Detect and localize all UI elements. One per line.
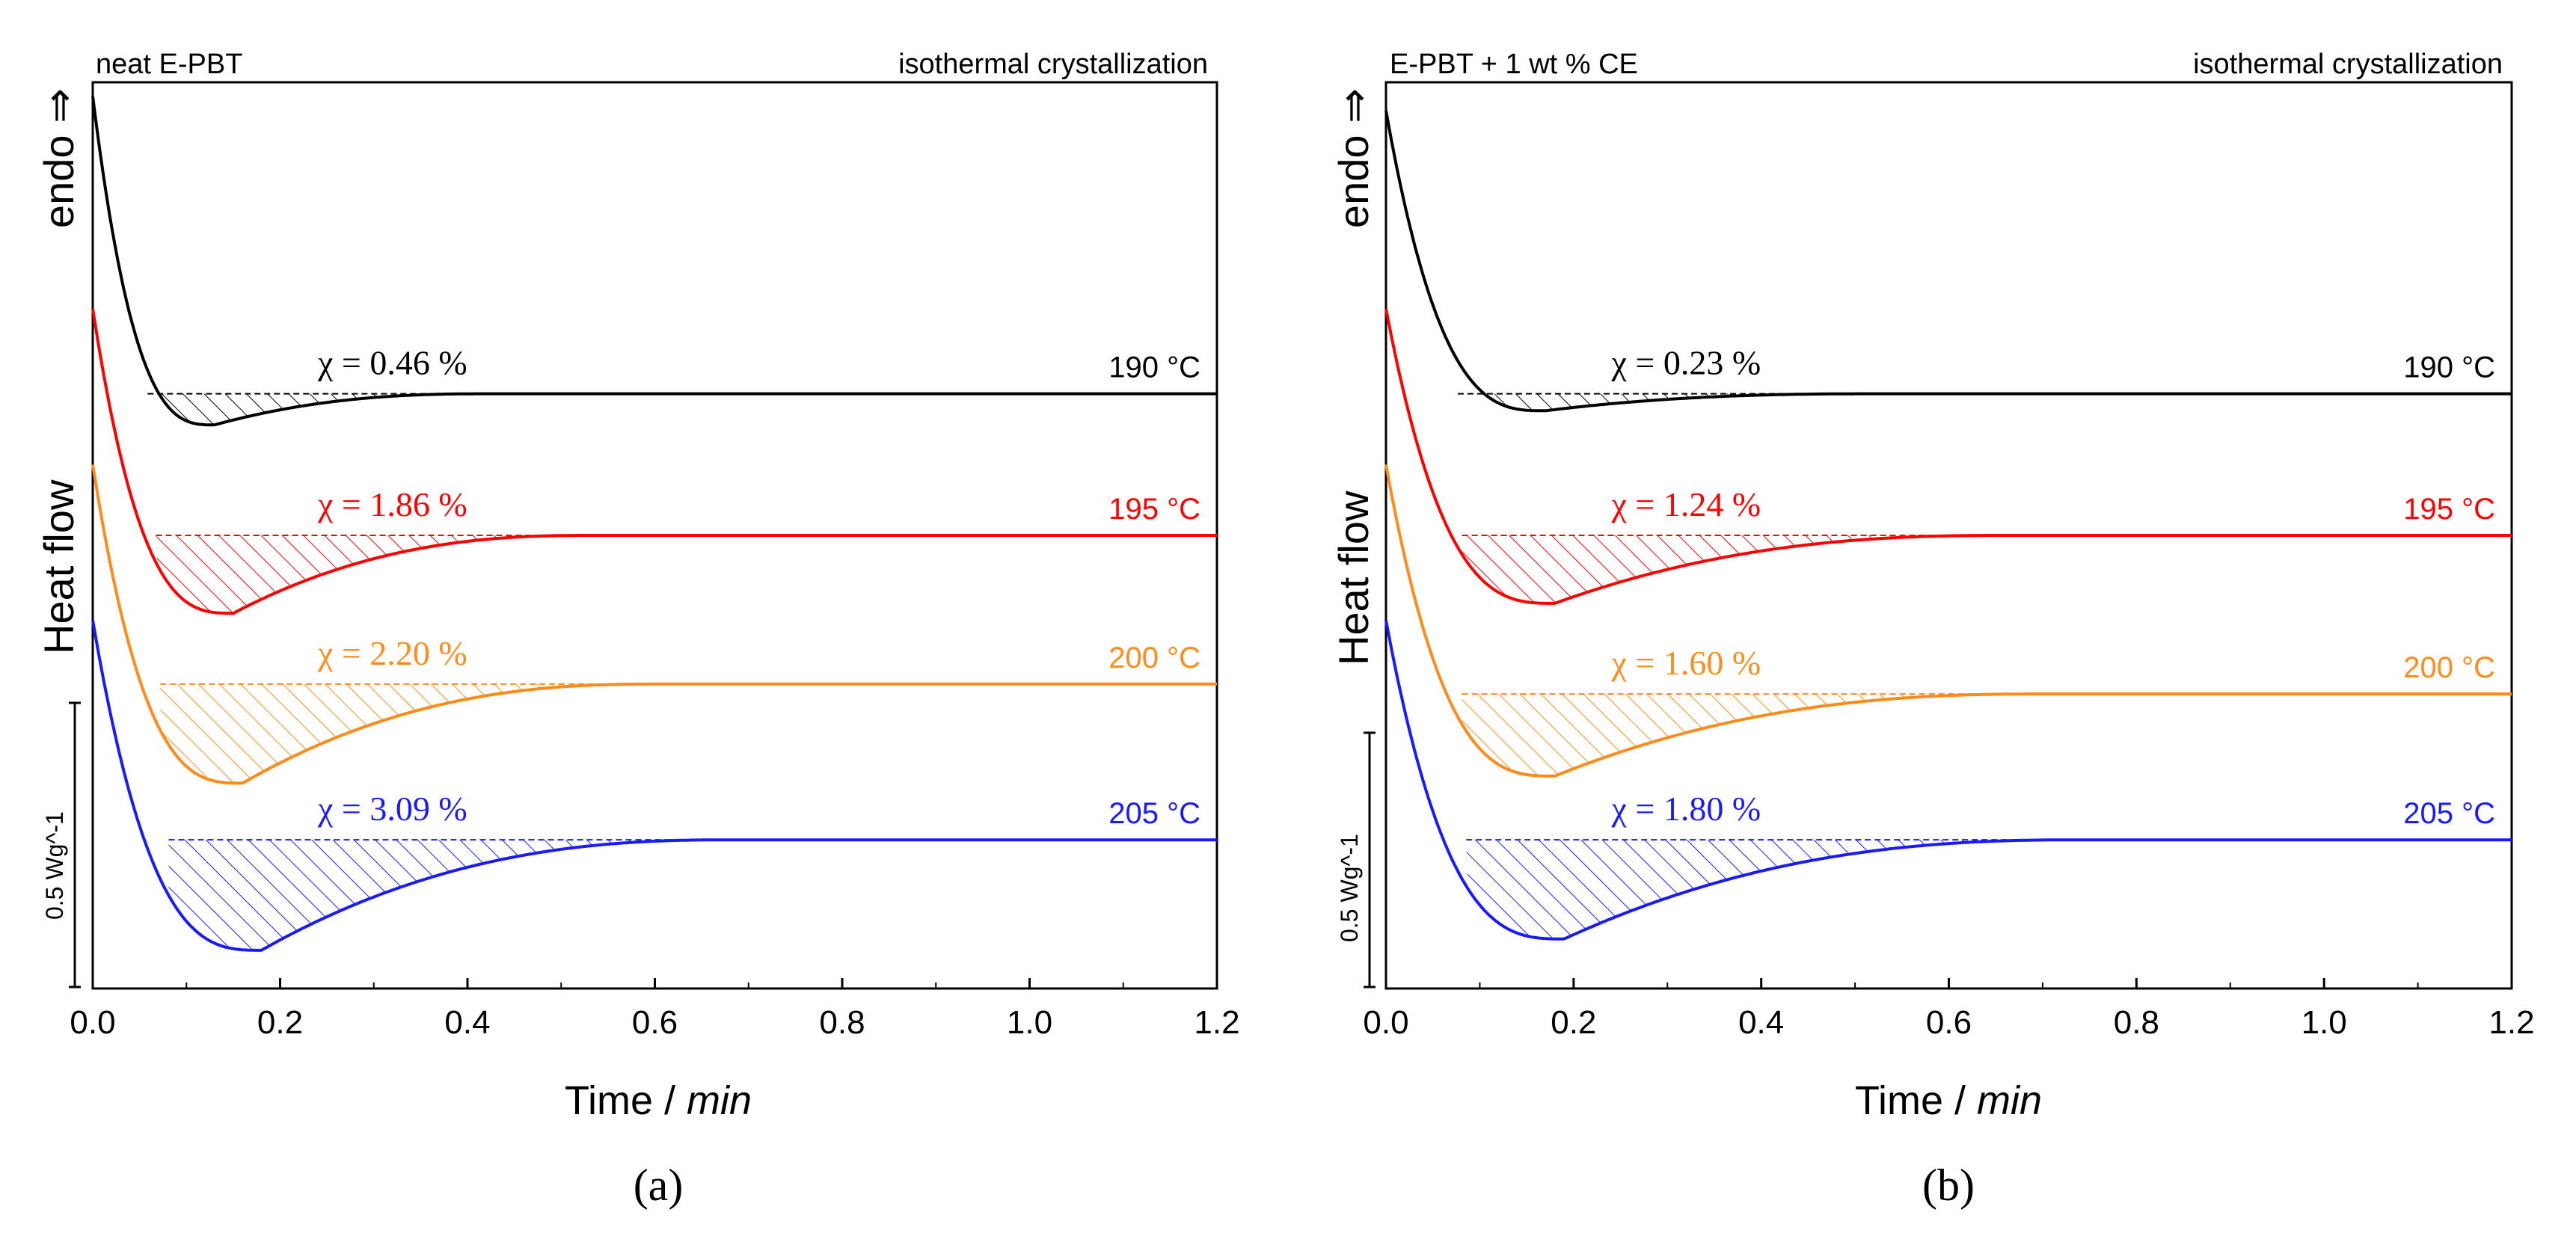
- x-tick-label: 0.6: [632, 1004, 678, 1041]
- crystallinity-label: χ = 0.23 %: [1610, 344, 1761, 382]
- x-axis-title-text: Time /: [1855, 1078, 1977, 1123]
- crystallinity-label: χ = 2.20 %: [317, 634, 467, 672]
- x-axis-unit: min: [1977, 1078, 2042, 1123]
- x-tick-label: 1.0: [2301, 1004, 2347, 1041]
- crystallinity-label: χ = 1.80 %: [1610, 790, 1761, 828]
- x-tick-label: 1.0: [1007, 1004, 1052, 1041]
- series-layer: 190 °C χ = 0.23 % 195 °C χ = 1.24 % 200 °C χ …: [1384, 110, 2512, 941]
- crystallization-area: [147, 393, 487, 425]
- crystallinity-label: χ = 1.60 %: [1610, 644, 1761, 682]
- series-label: 200 °C: [1108, 642, 1200, 674]
- x-tick-label: 0.0: [1363, 1004, 1408, 1041]
- series-label: 195 °C: [1108, 493, 1200, 526]
- series-line: [91, 96, 1217, 427]
- x-tick-label: 1.2: [2488, 1004, 2534, 1041]
- x-tick-label: 0.4: [1738, 1004, 1784, 1041]
- panel-caption: (a): [634, 1160, 684, 1210]
- series-line: [91, 464, 1217, 785]
- x-axis-title: Time / min: [565, 1078, 752, 1123]
- series-label: 200 °C: [2403, 651, 2495, 684]
- scale-bar: [1364, 731, 1376, 988]
- x-axis-ticks: 0.0 0.2 0.4 0.6 0.8 1.0 1.2: [70, 978, 1240, 1041]
- series-label: 205 °C: [1108, 797, 1200, 830]
- crystallinity-label: χ = 0.46 %: [317, 344, 467, 382]
- series-label: 190 °C: [1108, 351, 1200, 384]
- crystallization-area: [1462, 535, 2005, 603]
- x-tick-label: 0.2: [257, 1004, 303, 1041]
- crystallinity-label: χ = 1.86 %: [317, 485, 467, 523]
- crystallinity-label: χ = 3.09 %: [317, 790, 467, 828]
- x-tick-label: 0.0: [70, 1004, 115, 1041]
- scale-bar-label: 0.5 Wg^-1: [1336, 834, 1363, 942]
- series-line: [1384, 110, 2512, 413]
- x-axis-ticks: 0.0 0.2 0.4 0.6 0.8 1.0 1.2: [1363, 978, 2535, 1041]
- crystallization-area: [160, 683, 655, 784]
- panel-b: E-PBT + 1 wt % CE isothermal crystalliza…: [1330, 49, 2535, 1210]
- crystallization-area: [156, 535, 589, 614]
- series-layer: 190 °C χ = 0.46 % 195 °C χ = 1.86 % 200 °C χ …: [91, 96, 1217, 952]
- series-label: 195 °C: [2403, 493, 2495, 526]
- endo-label: endo ⇒: [35, 88, 82, 228]
- x-axis-unit: min: [687, 1078, 752, 1123]
- series-line: [91, 620, 1217, 952]
- crystallization-area: [168, 840, 730, 950]
- series-line: [1384, 308, 2512, 605]
- series-line: [1384, 464, 2512, 778]
- series-label: 205 °C: [2403, 797, 2495, 830]
- x-tick-label: 1.2: [1194, 1004, 1239, 1041]
- scale-bar: [69, 701, 81, 988]
- panel-caption: (b): [1922, 1160, 1975, 1210]
- crystallinity-label: χ = 1.24 %: [1610, 485, 1761, 523]
- x-tick-label: 0.8: [2114, 1004, 2159, 1041]
- crystallization-area: [1457, 393, 1874, 411]
- endo-label: endo ⇒: [1330, 88, 1377, 228]
- series-line: [91, 308, 1217, 615]
- top-left-label: neat E-PBT: [96, 49, 242, 80]
- x-axis-title: Time / min: [1855, 1078, 2042, 1123]
- crystallization-area: [1462, 694, 2043, 776]
- top-right-label: isothermal crystallization: [898, 49, 1208, 80]
- x-tick-label: 0.2: [1551, 1004, 1596, 1041]
- x-tick-label: 0.4: [444, 1004, 490, 1041]
- scale-bar-label: 0.5 Wg^-1: [41, 811, 68, 920]
- crystallization-area: [1466, 840, 2081, 939]
- y-axis-title: Heat flow: [35, 479, 82, 654]
- x-tick-label: 0.6: [1926, 1004, 1972, 1041]
- x-tick-label: 0.8: [819, 1004, 865, 1041]
- y-axis-title: Heat flow: [1330, 491, 1377, 665]
- top-left-label: E-PBT + 1 wt % CE: [1390, 49, 1638, 80]
- panel-a: neat E-PBT isothermal crystallization en…: [35, 49, 1240, 1210]
- top-right-label: isothermal crystallization: [2193, 49, 2503, 80]
- x-axis-title-text: Time /: [565, 1078, 687, 1123]
- series-label: 190 °C: [2403, 351, 2495, 384]
- series-line: [1384, 620, 2512, 941]
